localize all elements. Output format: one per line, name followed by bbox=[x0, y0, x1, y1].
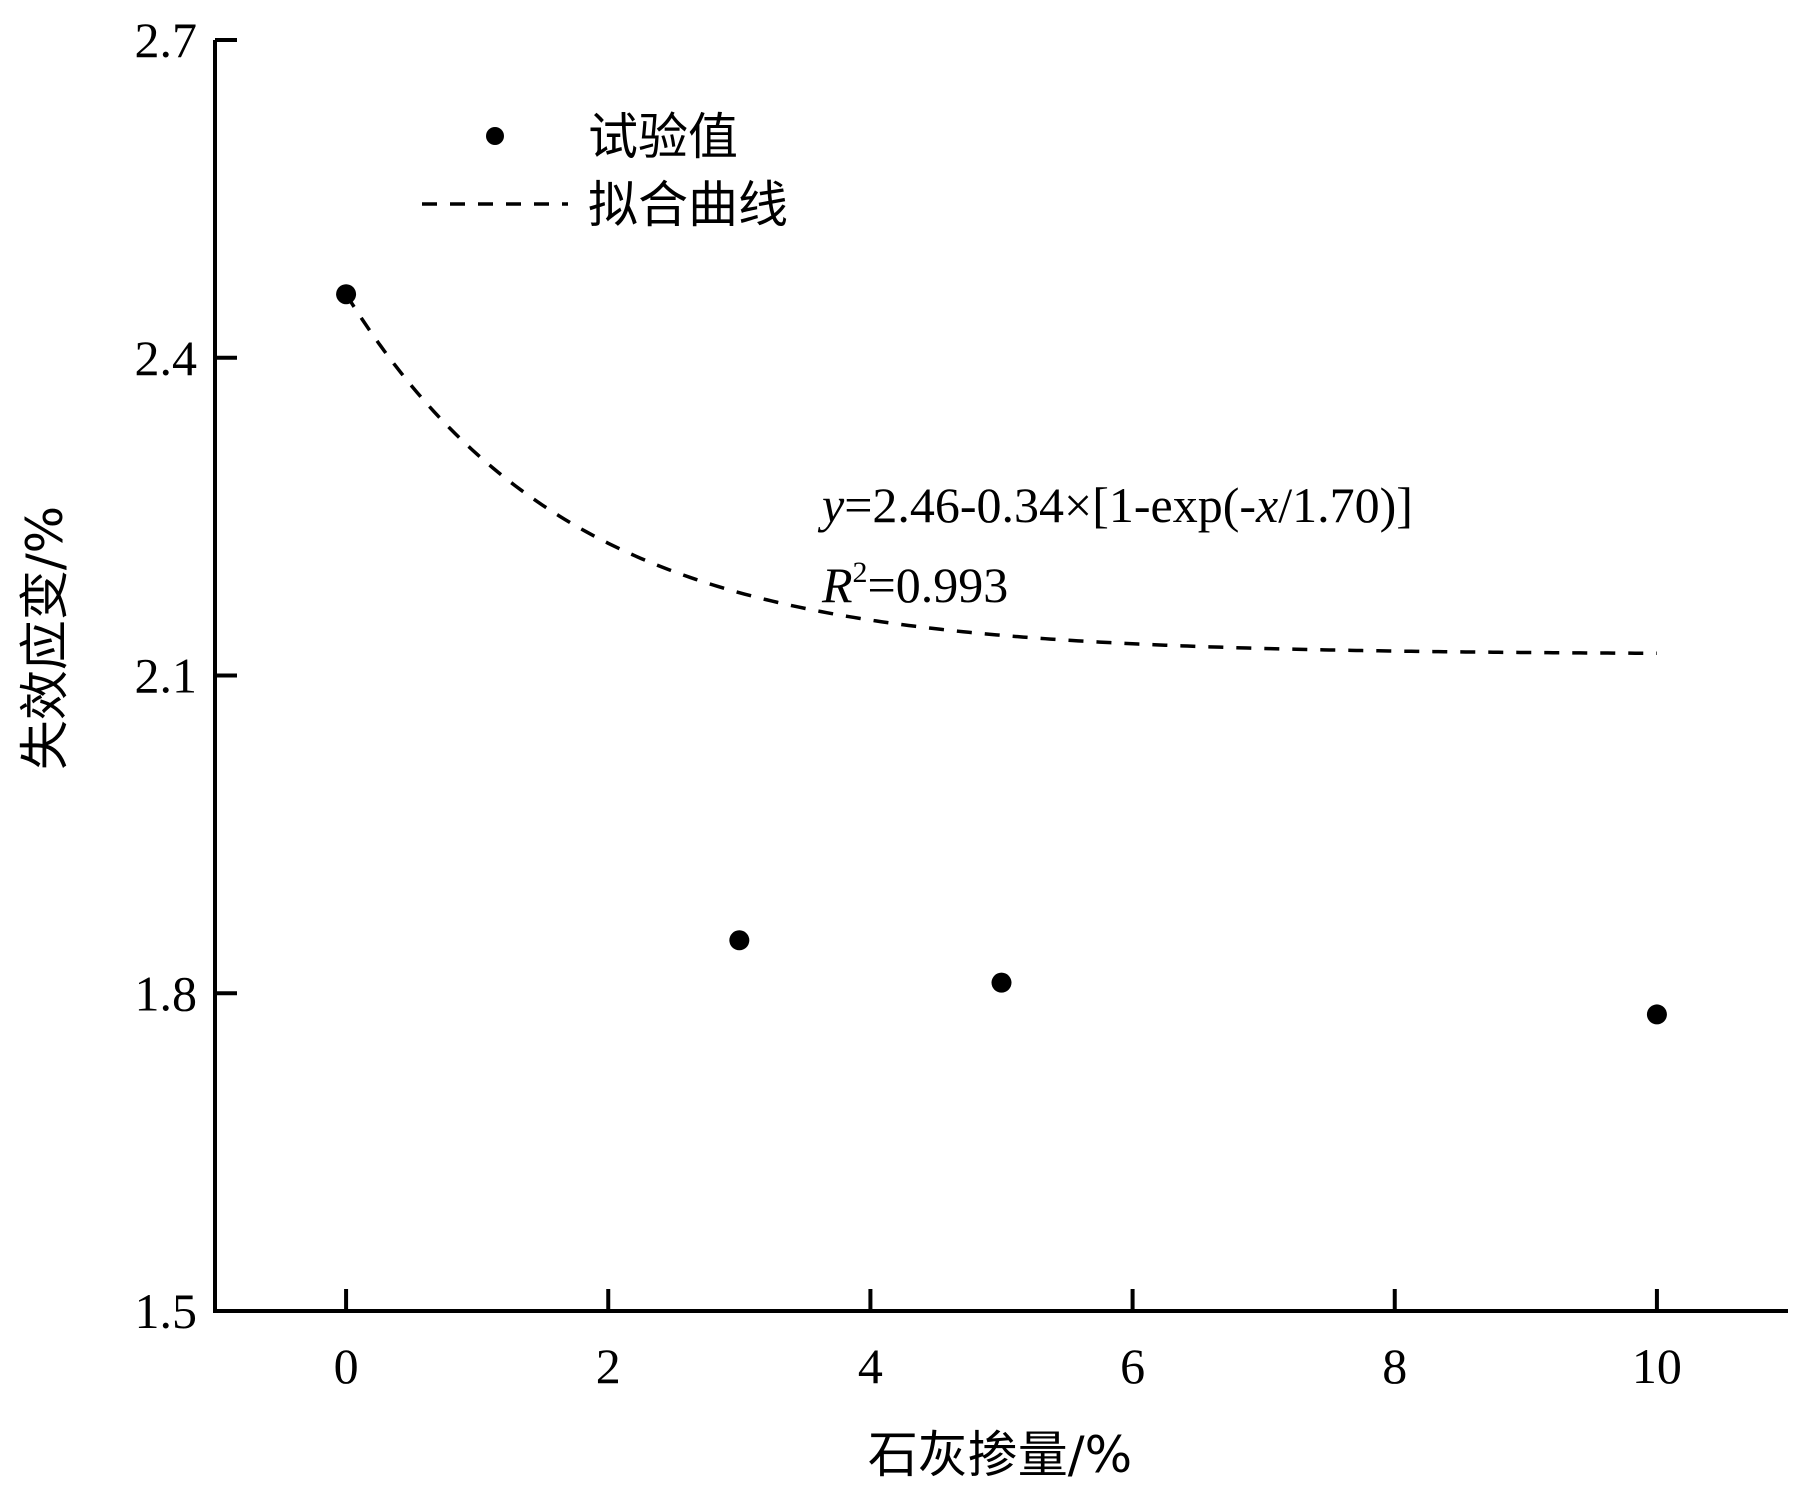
r-squared-text-exp: 2 bbox=[853, 556, 868, 589]
data-point bbox=[1646, 1004, 1667, 1025]
data-points-layer bbox=[336, 284, 1667, 1025]
y-tick-label: 1.5 bbox=[135, 1283, 198, 1339]
y-tick-label: 2.7 bbox=[135, 12, 198, 68]
x-axis-title: 石灰掺量/% bbox=[868, 1426, 1132, 1484]
x-tick-label: 10 bbox=[1632, 1338, 1682, 1394]
r-squared-text-r: R bbox=[821, 557, 853, 613]
x-tick-label: 0 bbox=[334, 1338, 359, 1394]
x-tick-label: 2 bbox=[596, 1338, 621, 1394]
r-squared-text: R2=0.993 bbox=[821, 556, 1008, 613]
equation-text-mid: =2.46-0.34×[1-exp(- bbox=[844, 477, 1256, 533]
data-point bbox=[336, 284, 357, 305]
legend: 试验值 拟合曲线 bbox=[422, 108, 788, 234]
x-tick-label: 8 bbox=[1382, 1338, 1407, 1394]
y-tick-label: 2.4 bbox=[135, 330, 198, 386]
equation-text-end: /1.70)] bbox=[1278, 477, 1413, 533]
equation-text-x: x bbox=[1255, 477, 1278, 533]
equation-text-y: y bbox=[817, 477, 845, 533]
fit-curve-layer bbox=[344, 293, 1657, 656]
r-squared-text-value: =0.993 bbox=[868, 557, 1009, 613]
x-tick-label: 4 bbox=[858, 1338, 883, 1394]
legend-marker-points bbox=[486, 127, 504, 145]
data-point bbox=[729, 930, 750, 951]
y-tick-label: 1.8 bbox=[135, 965, 198, 1021]
y-tick-label: 2.1 bbox=[135, 648, 198, 704]
legend-label-points: 试验值 bbox=[588, 108, 738, 166]
y-axis-title: 失效应变/% bbox=[16, 506, 74, 770]
fit-annotation: y=2.46-0.34×[1-exp(-x/1.70)] R2=0.993 bbox=[817, 477, 1413, 613]
fit-curve bbox=[344, 293, 1657, 656]
legend-label-line: 拟合曲线 bbox=[588, 176, 788, 234]
data-point bbox=[991, 972, 1012, 993]
axes bbox=[213, 40, 1788, 1313]
ticks: 1.5 1.8 2.1 2.4 2.7 0 2 4 6 8 10 bbox=[135, 12, 1682, 1394]
x-tick-label: 6 bbox=[1120, 1338, 1145, 1394]
equation-text: y=2.46-0.34×[1-exp(-x/1.70)] bbox=[817, 477, 1413, 533]
